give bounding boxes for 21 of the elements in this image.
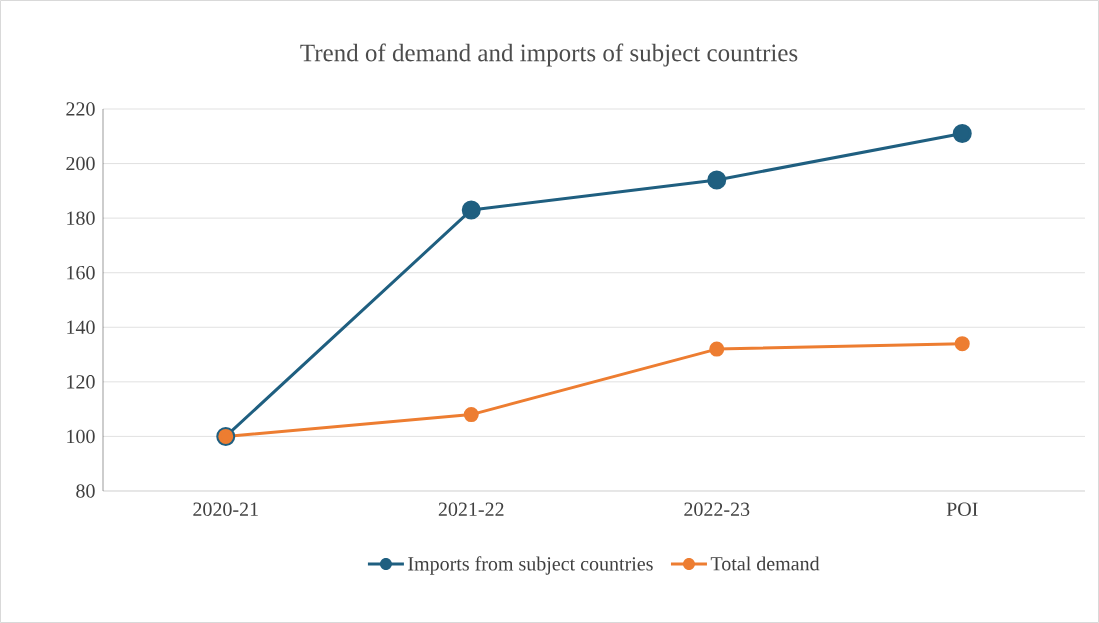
chart-title: Trend of demand and imports of subject countries: [300, 43, 798, 67]
legend-label: Imports from subject countries: [408, 556, 653, 575]
point: [954, 336, 970, 352]
point: [463, 407, 479, 423]
y-tick-label: 120: [67, 375, 95, 389]
y-tick-label: 140: [67, 320, 95, 335]
y-tick-label: 200: [66, 156, 95, 171]
x-tick-label: POI: [946, 502, 978, 516]
y-tick-label: 180: [67, 211, 95, 225]
point: [709, 341, 725, 357]
point: [952, 124, 972, 144]
legend-label: Total demand: [710, 556, 820, 571]
x-tick-label: 2022-23: [684, 502, 750, 517]
y-tick-label: 220: [66, 102, 95, 116]
y-tick-label: 160: [67, 265, 95, 280]
y-tick-label: 100: [67, 429, 95, 444]
point: [461, 200, 481, 220]
x-tick-label: 2020-21: [193, 502, 258, 517]
x-tick-label: 2021-22: [438, 502, 504, 517]
point: [707, 170, 727, 190]
y-tick-label: 80: [76, 484, 95, 498]
